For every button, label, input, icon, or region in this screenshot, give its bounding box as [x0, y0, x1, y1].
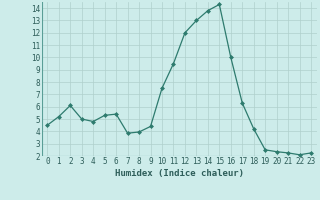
X-axis label: Humidex (Indice chaleur): Humidex (Indice chaleur)	[115, 169, 244, 178]
